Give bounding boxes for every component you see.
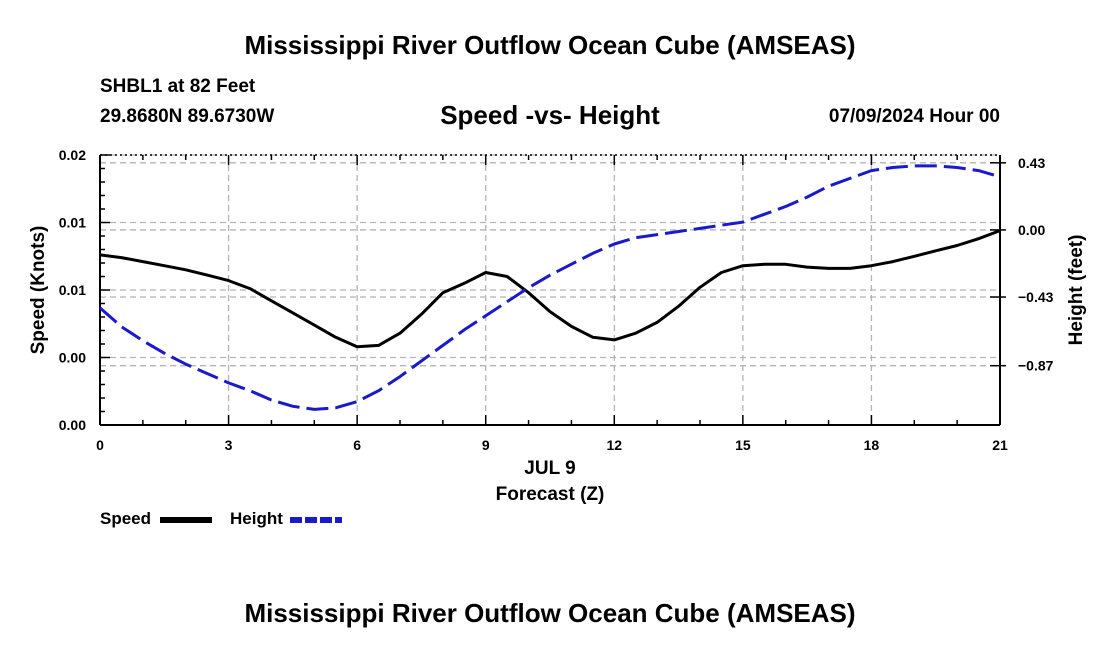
legend-height-label: Height bbox=[230, 509, 283, 528]
coordinates-label: 29.8680N 89.6730W bbox=[100, 106, 275, 127]
y2-tick-label: 0.43 bbox=[1018, 155, 1045, 171]
chart-main-title: Mississippi River Outflow Ocean Cube (AM… bbox=[244, 30, 856, 60]
x-axis-title: Forecast (Z) bbox=[496, 484, 605, 505]
x-tick-label: 18 bbox=[864, 437, 880, 453]
label-layer: JUL 9 Forecast (Z) Speed (Knots) Height … bbox=[28, 226, 1087, 505]
x-tick-label: 12 bbox=[606, 437, 622, 453]
chart-subtitle: Speed -vs- Height bbox=[440, 100, 660, 130]
y2-tick-label: −0.43 bbox=[1018, 289, 1054, 305]
y-tick-label: 0.02 bbox=[59, 147, 86, 163]
x-tick-label: 0 bbox=[96, 437, 104, 453]
x-tick-label: 3 bbox=[225, 437, 233, 453]
x-tick-label: 15 bbox=[735, 437, 751, 453]
y-tick-label: 0.01 bbox=[59, 215, 86, 231]
x-tick-label: 6 bbox=[353, 437, 361, 453]
height-series-line bbox=[99, 164, 1001, 411]
y-tick-label: 0.00 bbox=[59, 417, 86, 433]
x-tick-label: 21 bbox=[992, 437, 1008, 453]
y-axis-title-left: Speed (Knots) bbox=[28, 226, 49, 355]
y-tick-label: 0.01 bbox=[59, 282, 86, 298]
axis-layer: 0 3 6 9 12 15 18 21 0.00 0.00 0.01 0.01 0.02 0.43 0.00… bbox=[59, 147, 1054, 453]
footer-title: Mississippi River Outflow Ocean Cube (AM… bbox=[244, 598, 856, 628]
y2-tick-label: −0.87 bbox=[1018, 358, 1054, 374]
y-axis-title-right: Height (feet) bbox=[1066, 235, 1087, 346]
forecast-datetime: 07/09/2024 Hour 00 bbox=[828, 106, 1000, 127]
y2-tick-label: 0.00 bbox=[1018, 222, 1045, 238]
y-tick-label: 0.00 bbox=[59, 350, 86, 366]
speed-series-line bbox=[99, 229, 1001, 349]
x-tick-label: 9 bbox=[482, 437, 490, 453]
station-label: SHBL1 at 82 Feet bbox=[100, 76, 256, 97]
legend-speed-label: Speed bbox=[100, 509, 152, 528]
x-axis-date-label: JUL 9 bbox=[524, 458, 575, 479]
series-layer bbox=[99, 164, 1001, 411]
